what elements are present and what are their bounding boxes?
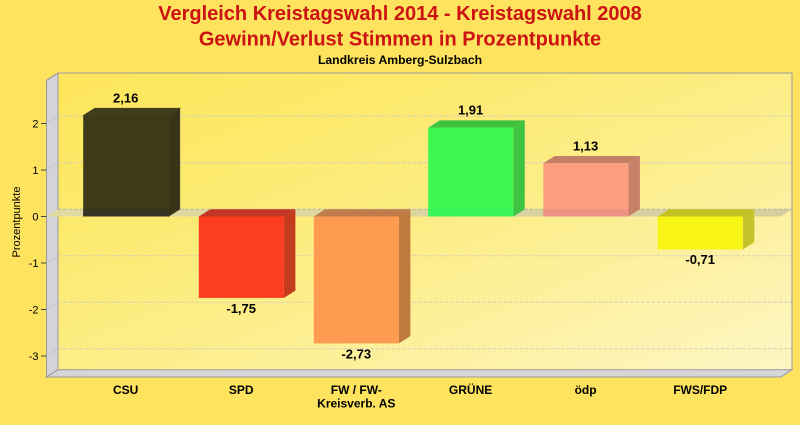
- svg-text:CSU: CSU: [113, 383, 138, 397]
- svg-text:Landkreis Amberg-Sulzbach: Landkreis Amberg-Sulzbach: [318, 53, 482, 67]
- svg-text:Gewinn/Verlust Stimmen in Proz: Gewinn/Verlust Stimmen in Prozentpunkte: [199, 28, 601, 50]
- svg-text:2,16: 2,16: [113, 90, 138, 105]
- svg-text:FWS/FDP: FWS/FDP: [673, 383, 727, 397]
- svg-text:-2,73: -2,73: [341, 346, 371, 361]
- svg-text:Prozentpunkte: Prozentpunkte: [11, 187, 23, 258]
- svg-text:Kreisverb. AS: Kreisverb. AS: [317, 397, 395, 411]
- svg-text:2: 2: [32, 118, 38, 130]
- svg-text:GRÜNE: GRÜNE: [449, 382, 492, 397]
- svg-text:Vergleich Kreistagswahl 2014 -: Vergleich Kreistagswahl 2014 - Kreistags…: [158, 3, 642, 25]
- svg-text:-1: -1: [29, 258, 39, 270]
- svg-text:-1,75: -1,75: [226, 301, 256, 316]
- svg-text:-3: -3: [29, 351, 39, 363]
- svg-text:-2: -2: [29, 304, 39, 316]
- svg-text:1: 1: [32, 165, 38, 177]
- svg-text:SPD: SPD: [229, 383, 254, 397]
- svg-text:0: 0: [32, 211, 38, 223]
- svg-text:-0,71: -0,71: [685, 252, 715, 267]
- svg-text:1,91: 1,91: [458, 102, 483, 117]
- svg-text:1,13: 1,13: [573, 139, 598, 154]
- svg-text:FW / FW-: FW / FW-: [331, 383, 382, 397]
- svg-text:ödp: ödp: [575, 383, 597, 397]
